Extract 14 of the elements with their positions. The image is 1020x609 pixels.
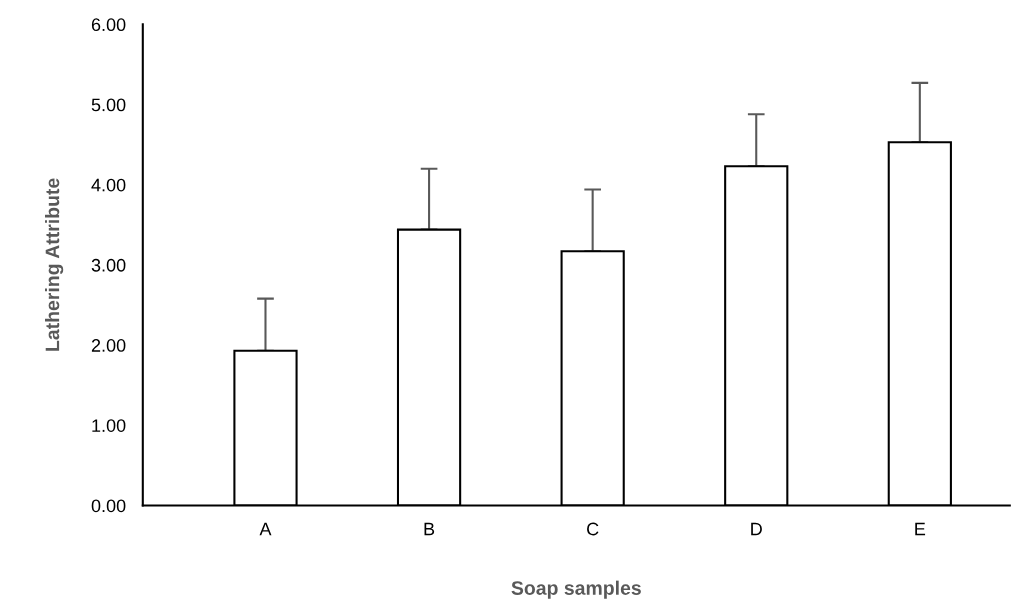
y-tick-label: 4.00 (91, 178, 126, 192)
y-axis-title: Lathering Attribute (45, 178, 64, 351)
y-tick-label: 6.00 (91, 18, 126, 32)
x-tick-label: D (751, 522, 762, 536)
y-tick-label: 2.00 (91, 339, 126, 352)
y-tick-label: 3.00 (91, 258, 126, 272)
y-tick-label: 0.00 (91, 499, 126, 513)
x-tick-label: B (424, 522, 435, 536)
x-tick-label: C (587, 522, 599, 536)
x-tick-label: E (915, 522, 926, 536)
y-tick-label: 1.00 (92, 419, 126, 433)
x-tick-label: A (259, 522, 272, 536)
y-tick-label: 5.00 (91, 98, 126, 112)
x-axis-title: Soap samples (511, 580, 641, 599)
